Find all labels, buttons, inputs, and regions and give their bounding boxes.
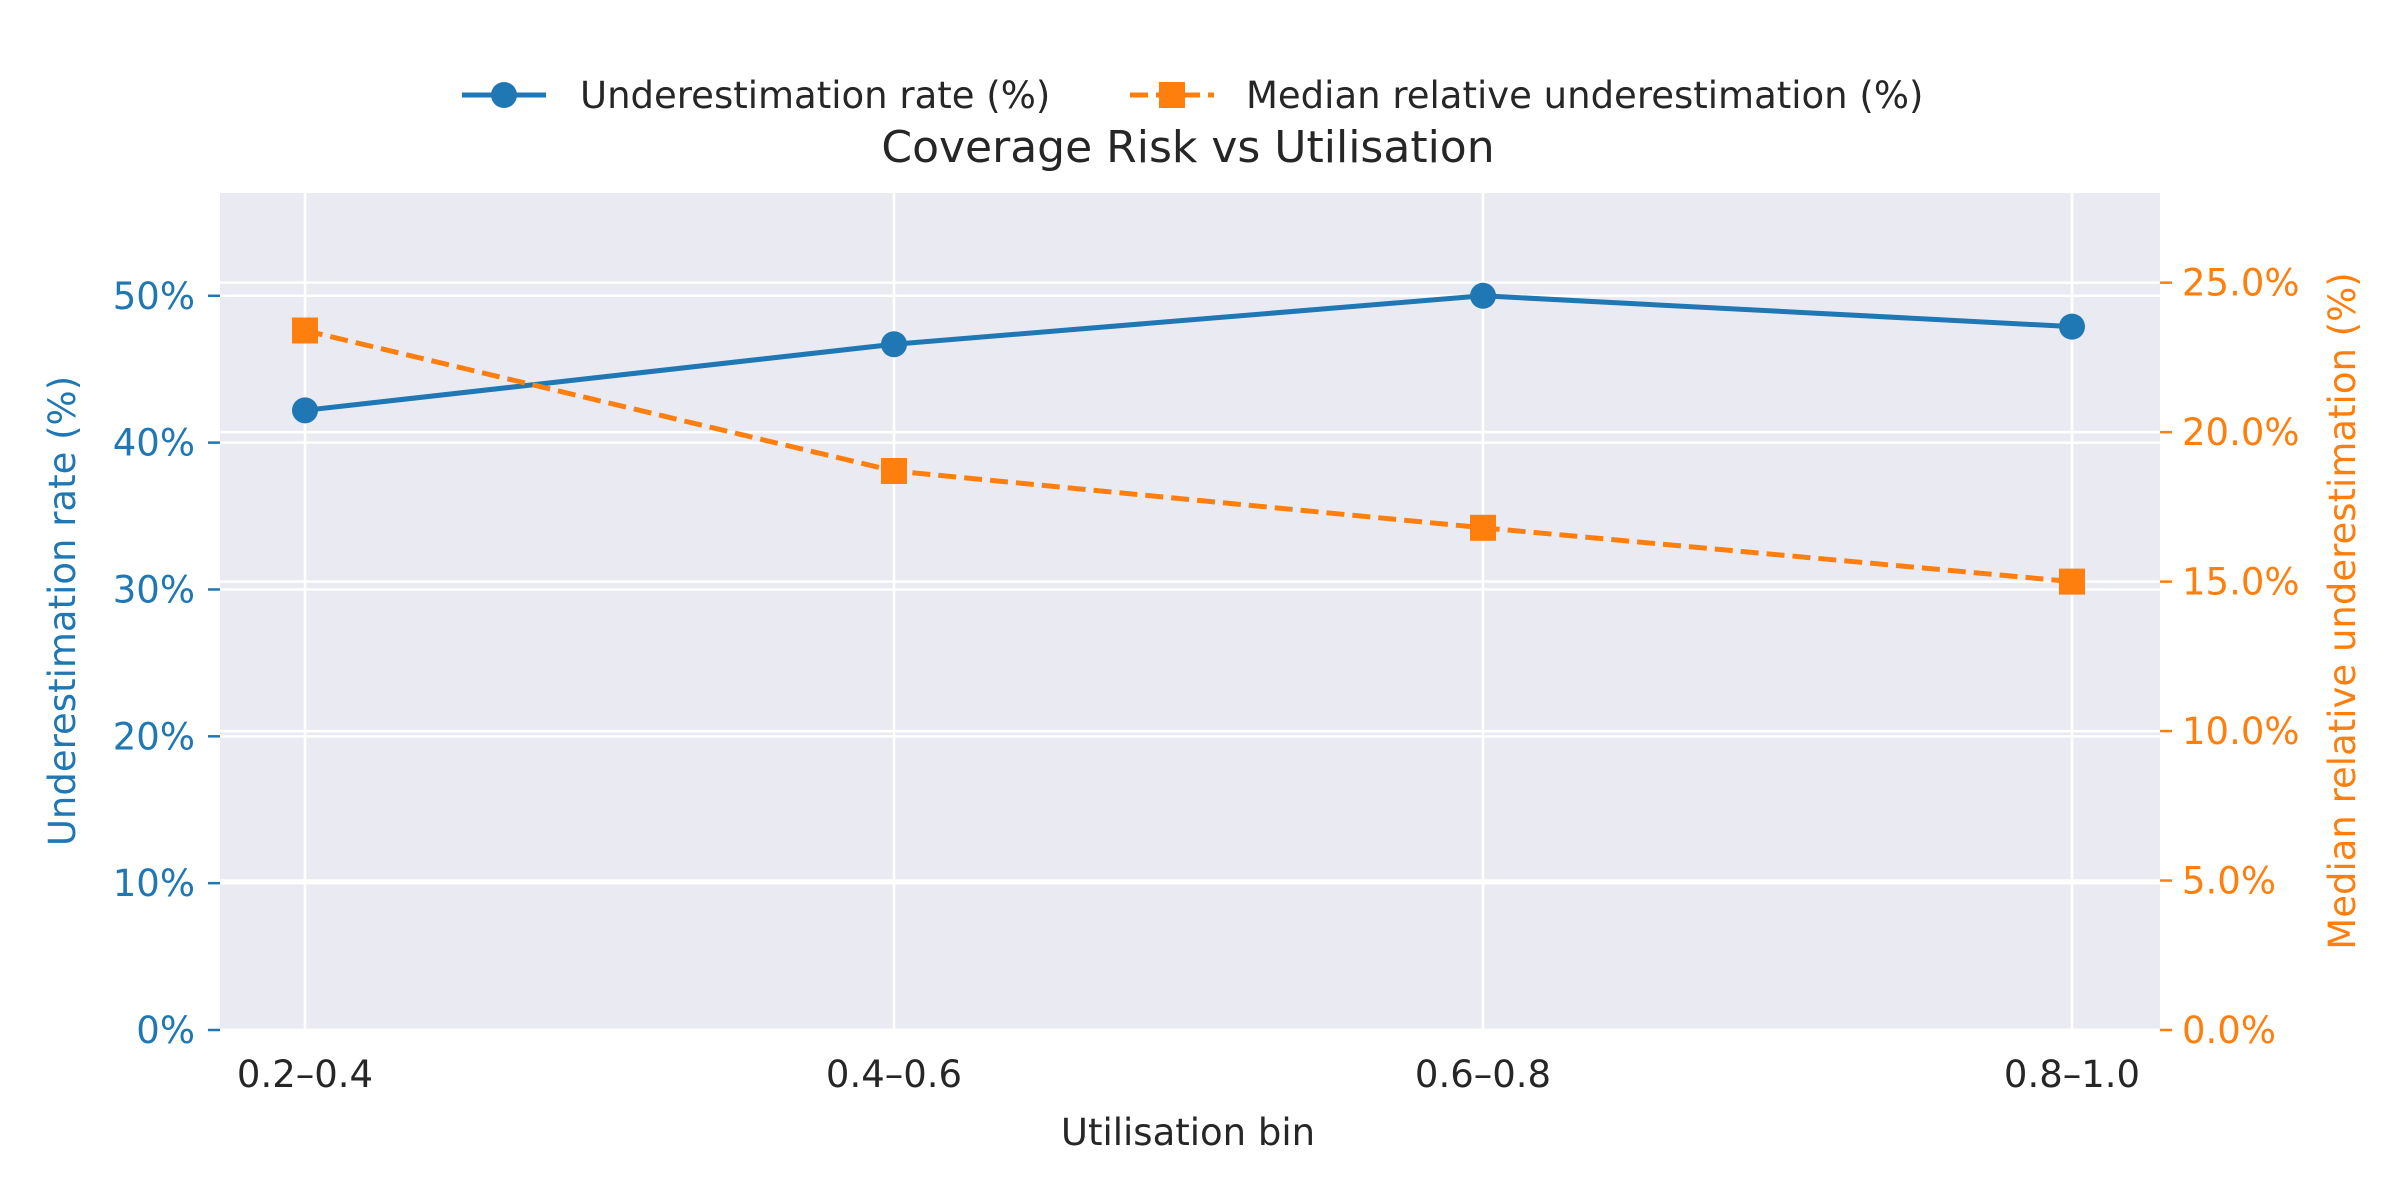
y-left-tick-label: 0% — [136, 1009, 195, 1052]
y-right-tick-label: 15.0% — [2182, 561, 2300, 604]
y-left-tick-label: 20% — [113, 715, 195, 758]
data-point-circle-underestimation-rate — [292, 397, 318, 424]
x-tick-label: 0.4–0.6 — [826, 1053, 962, 1096]
y-right-tick-label: 0.0% — [2182, 1009, 2276, 1052]
y-right-tick-label: 25.0% — [2182, 262, 2300, 305]
series-line-underestimation-rate — [304, 293, 2073, 413]
x-axis-label: Utilisation bin — [1061, 1111, 1315, 1154]
y-right-tick-label: 20.0% — [2182, 411, 2300, 454]
y-right-tick-label: 10.0% — [2182, 710, 2300, 753]
legend-item-median-relative-underestimation: Median relative underestimation (%) — [1130, 74, 1923, 117]
series-line-median-relative-underestimation — [304, 328, 2073, 585]
series-layer — [292, 282, 2085, 595]
chart-title: Coverage Risk vs Utilisation — [881, 122, 1494, 173]
legend-swatch-circle-marker — [491, 82, 517, 108]
axes: 0.2–0.4 0.4–0.6 0.6–0.8 0.8–1.0 0% 10% 20% 30% 4… — [113, 262, 2300, 1096]
legend-label-median-relative-underestimation: Median relative underestimation (%) — [1246, 74, 1923, 117]
x-tick-label: 0.2–0.4 — [237, 1053, 373, 1096]
y-right-tick-label: 5.0% — [2182, 860, 2276, 903]
legend: Underestimation rate (%) Median relative… — [462, 74, 1923, 117]
data-point-circle-underestimation-rate — [881, 331, 907, 358]
plot-area — [220, 193, 2160, 1030]
data-point-circle-underestimation-rate — [2059, 313, 2085, 340]
legend-swatch-square-marker — [1159, 82, 1185, 108]
data-point-square-median-relative-underestimation — [881, 458, 907, 485]
data-point-square-median-relative-underestimation — [1470, 514, 1496, 541]
y-left-tick-label: 10% — [113, 862, 195, 905]
y-right-axis-label: Median relative underestimation (%) — [2321, 272, 2364, 949]
legend-label-underestimation-rate: Underestimation rate (%) — [580, 74, 1050, 117]
data-point-circle-underestimation-rate — [1470, 282, 1496, 309]
grid — [220, 193, 2160, 1032]
y-left-tick-label: 40% — [113, 422, 195, 465]
y-left-tick-label: 50% — [113, 275, 195, 318]
data-point-square-median-relative-underestimation — [292, 317, 318, 344]
data-point-square-median-relative-underestimation — [2059, 568, 2085, 595]
y-left-axis-label: Underestimation rate (%) — [41, 376, 84, 846]
y-left-tick-label: 30% — [113, 568, 195, 611]
x-tick-label: 0.8–1.0 — [2004, 1053, 2140, 1096]
x-tick-label: 0.6–0.8 — [1415, 1053, 1551, 1096]
legend-item-underestimation-rate: Underestimation rate (%) — [462, 74, 1050, 117]
